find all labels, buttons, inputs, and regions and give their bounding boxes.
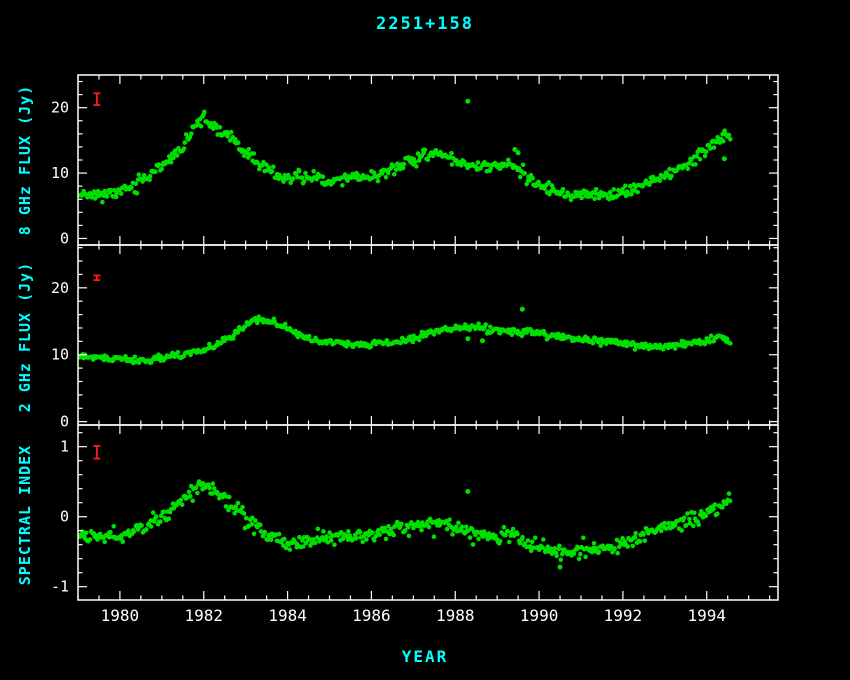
svg-text:1986: 1986 — [352, 606, 391, 625]
chart-title: 2251+158 — [376, 14, 474, 34]
svg-text:1988: 1988 — [436, 606, 475, 625]
y-axis-label-spectral-index: SPECTRAL INDEX — [16, 444, 34, 586]
svg-text:-1: -1 — [51, 578, 69, 596]
svg-text:1984: 1984 — [268, 606, 307, 625]
svg-text:20: 20 — [51, 279, 69, 297]
svg-text:0: 0 — [60, 229, 69, 247]
svg-text:1: 1 — [60, 438, 69, 456]
svg-text:20: 20 — [51, 99, 69, 117]
svg-text:0: 0 — [60, 413, 69, 431]
svg-text:1994: 1994 — [687, 606, 726, 625]
svg-text:1982: 1982 — [184, 606, 223, 625]
svg-text:0: 0 — [60, 508, 69, 526]
svg-text:1980: 1980 — [101, 606, 140, 625]
svg-text:10: 10 — [51, 346, 69, 364]
svg-text:1992: 1992 — [604, 606, 643, 625]
x-axis-label: YEAR — [401, 647, 449, 666]
svg-text:10: 10 — [51, 164, 69, 182]
svg-text:1990: 1990 — [520, 606, 559, 625]
